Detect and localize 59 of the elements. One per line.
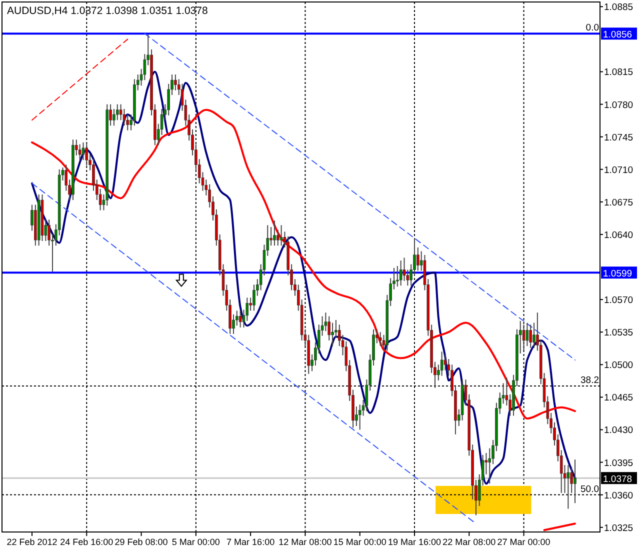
y-tick-label: 1.0360 [604,490,634,502]
line-series [31,108,576,420]
y-tick-label: 1.0535 [604,328,634,339]
y-tick-label: 1.0815 [604,67,634,78]
candlestick [440,351,444,376]
candlestick [273,220,276,246]
candlestick [378,332,382,347]
candlestick [174,74,177,91]
x-tick-label: 29 Feb 08:00 [114,537,168,547]
candlestick [85,142,88,166]
candlestick [526,322,529,347]
candlestick [324,312,328,332]
x-tick-label: 12 Mar 08:00 [278,537,332,547]
candlestick [402,257,406,282]
candlestick [82,142,85,161]
candlestick [399,260,402,286]
line-series [31,70,576,485]
y-tick-label: 1.0465 [604,392,634,404]
y-tick-label: 1.0430 [604,425,634,436]
candlestick [122,108,126,126]
candlestick [566,464,570,510]
candlestick [238,310,242,328]
y-tick-label: 1.0885 [604,2,634,14]
ref-line-label: 1.0599 [603,268,632,280]
candlestick [529,324,532,348]
ref-line-label: 1.0856 [603,30,632,41]
candlestick [280,224,283,246]
x-tick-label: 24 Feb 16:00 [60,537,114,547]
y-tick-label: 1.0780 [604,100,634,111]
candlestick [112,108,116,126]
y-tick-label: 1.0500 [604,360,634,372]
x-tick-label: 15 Mar 00:00 [333,537,386,547]
x-tick-label: 7 Mar 16:00 [226,537,275,547]
y-tick-label: 1.0395 [604,458,634,469]
candlestick [358,404,362,430]
y-tick-label: 1.0325 [604,522,634,534]
y-tick-label: 1.0675 [604,197,634,208]
candlestick [532,322,536,348]
x-tick-label: 5 Mar 00:00 [172,537,220,547]
annotation: 0.0 [586,22,599,34]
chart-title: AUDUSD,H4 1.0372 1.0398 1.0351 1.0378 [7,5,208,17]
y-tick-label: 1.0710 [604,164,634,176]
candlestick [276,229,280,246]
candlestick [522,324,526,352]
y-tick-label: 1.0745 [604,132,634,144]
x-tick-label: 22 Feb 2012 [6,537,58,547]
y-tick-label: 1.0640 [604,230,634,241]
ref-line-label: 1.0378 [603,474,632,486]
annotation: 38.2 [580,375,599,386]
annotation: 50.0 [580,484,599,495]
candlestick [270,226,272,246]
candlestick [331,322,334,347]
y-tick-label: 1.0570 [604,295,634,306]
x-tick-label: 22 Mar 08:00 [442,537,496,547]
candlestick [416,246,420,272]
x-tick-label: 27 Mar 00:00 [497,537,550,547]
x-tick-label: 19 Mar 16:00 [388,537,442,547]
candlestick [574,458,576,504]
candlestick [78,144,82,161]
